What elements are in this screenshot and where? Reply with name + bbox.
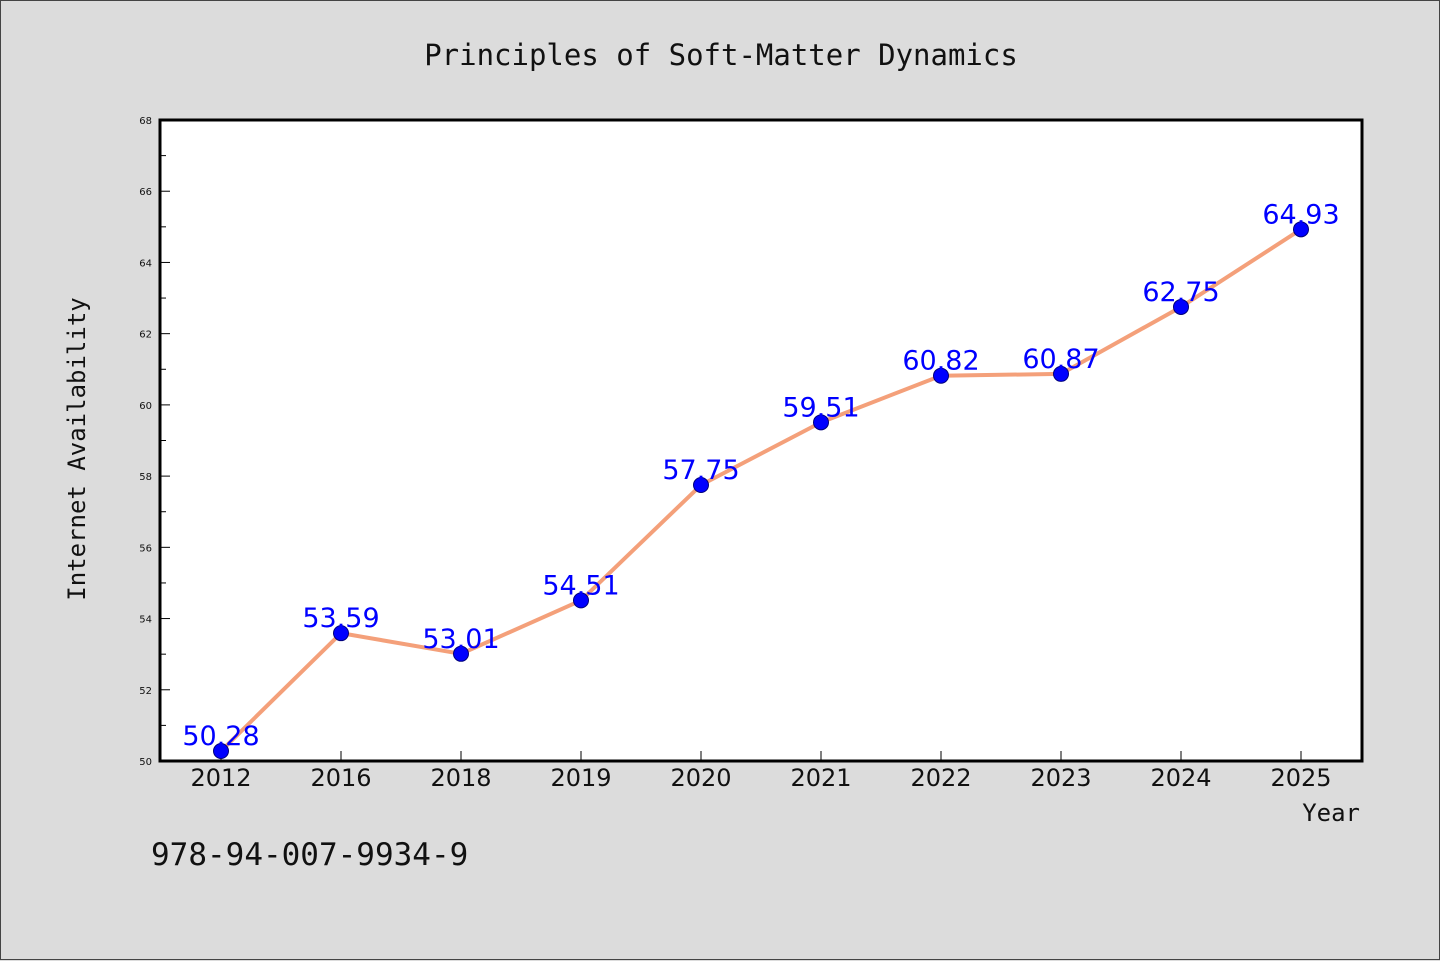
x-tick-label: 2012 xyxy=(190,764,251,792)
x-tick-label: 2023 xyxy=(1030,764,1091,792)
isbn-text: 978-94-007-9934-9 xyxy=(151,837,468,873)
data-point-label: 53.59 xyxy=(302,603,379,634)
data-point-label: 59.51 xyxy=(782,392,859,423)
chart-title: Principles of Soft-Matter Dynamics xyxy=(424,38,1018,72)
plot-frame xyxy=(158,118,1364,763)
y-tick-label: 64 xyxy=(139,258,152,269)
data-point-marker xyxy=(573,592,589,609)
data-point-marker xyxy=(213,743,229,760)
data-point-marker xyxy=(333,625,349,642)
series-markers xyxy=(213,221,1309,760)
x-tick-label: 2024 xyxy=(1150,764,1211,792)
y-tick-label: 66 xyxy=(139,187,152,198)
data-point-marker xyxy=(1053,365,1069,382)
data-point-label: 62.75 xyxy=(1142,277,1219,308)
y-tick-label: 60 xyxy=(139,401,152,412)
data-point-label: 53.01 xyxy=(422,624,499,655)
data-point-marker xyxy=(813,414,829,431)
y-tick-label: 58 xyxy=(139,472,152,483)
data-point-marker xyxy=(1293,221,1309,238)
y-tick-label: 68 xyxy=(139,116,152,127)
y-tick-label: 50 xyxy=(139,757,152,768)
x-tick-label: 2021 xyxy=(790,764,851,792)
data-point-label: 57.75 xyxy=(662,455,739,486)
y-tick-label: 52 xyxy=(139,686,152,697)
data-point-label: 60.87 xyxy=(1022,344,1099,375)
y-tick-label: 54 xyxy=(139,615,152,626)
x-tick-label: 2020 xyxy=(670,764,731,792)
series-line xyxy=(219,227,1303,753)
x-tick-label: 2018 xyxy=(430,764,491,792)
data-point-marker xyxy=(693,477,709,494)
y-axis: 50 52 54 56 58 60 62 64 66 68 xyxy=(139,116,170,768)
data-point-label: 60.82 xyxy=(902,346,979,377)
x-axis-label: Year xyxy=(1302,799,1360,827)
x-tick-label: 2022 xyxy=(910,764,971,792)
y-axis-label: Internet Availability xyxy=(63,297,91,600)
data-point-marker xyxy=(1173,298,1189,315)
data-labels: 50.28 53.59 53.01 54.51 57.75 59.51 60.82 60.87… xyxy=(182,199,1339,752)
data-point-label: 64.93 xyxy=(1262,199,1339,230)
data-point-marker xyxy=(453,645,469,662)
plot-area xyxy=(160,120,1362,761)
data-point-label: 50.28 xyxy=(182,721,259,752)
x-tick-label: 2019 xyxy=(550,764,611,792)
data-point-marker xyxy=(933,367,949,384)
y-tick-label: 62 xyxy=(139,330,152,341)
y-tick-label: 56 xyxy=(139,543,152,554)
data-point-label: 54.51 xyxy=(542,570,619,601)
x-tick-label: 2016 xyxy=(310,764,371,792)
x-tick-label: 2025 xyxy=(1270,764,1331,792)
